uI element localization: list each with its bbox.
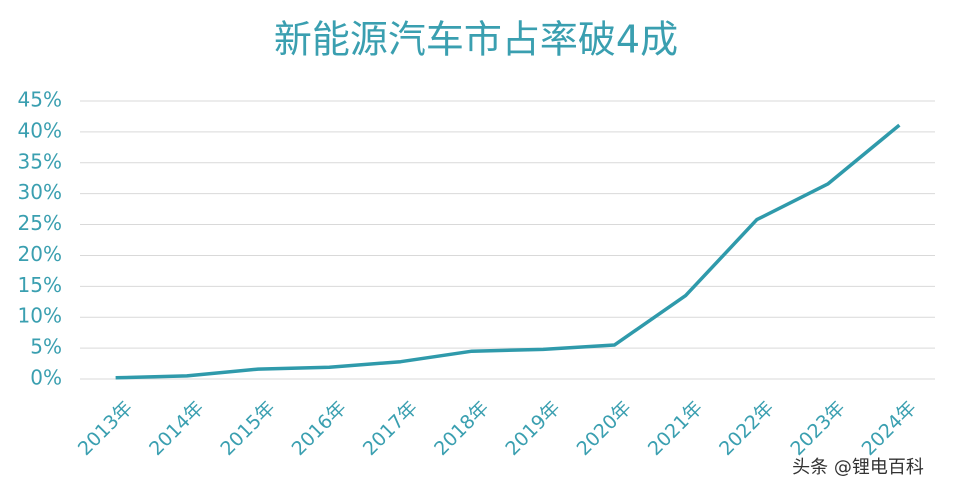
y-tick-label: 10% — [18, 304, 62, 328]
y-tick-label: 35% — [18, 149, 62, 173]
x-tick-label: 2024年 — [858, 397, 921, 460]
x-tick-label: 2023年 — [786, 397, 849, 460]
y-tick-label: 45% — [18, 88, 62, 112]
y-tick-label: 15% — [18, 273, 62, 297]
x-tick-label: 2013年 — [74, 397, 137, 460]
y-tick-label: 25% — [18, 211, 62, 235]
watermark: 头条 @锂电百科 — [792, 457, 924, 478]
y-tick-label: 5% — [30, 335, 62, 359]
x-tick-label: 2020年 — [573, 397, 636, 460]
x-tick-label: 2019年 — [501, 397, 564, 460]
x-tick-label: 2018年 — [430, 397, 493, 460]
chart-title: 新能源汽车市占率破4成 — [274, 18, 678, 62]
x-tick-label: 2021年 — [644, 397, 707, 460]
y-tick-label: 30% — [18, 180, 62, 204]
y-tick-label: 20% — [18, 242, 62, 266]
line — [115, 123, 901, 380]
x-tick-label: 2015年 — [216, 397, 279, 460]
x-tick-label: 2022年 — [715, 397, 778, 460]
x-tick-label: 2014年 — [145, 397, 208, 460]
y-tick-label: 0% — [30, 366, 62, 390]
x-tick-label: 2017年 — [359, 397, 422, 460]
y-tick-label: 40% — [18, 118, 62, 142]
x-tick-label: 2016年 — [288, 397, 351, 460]
